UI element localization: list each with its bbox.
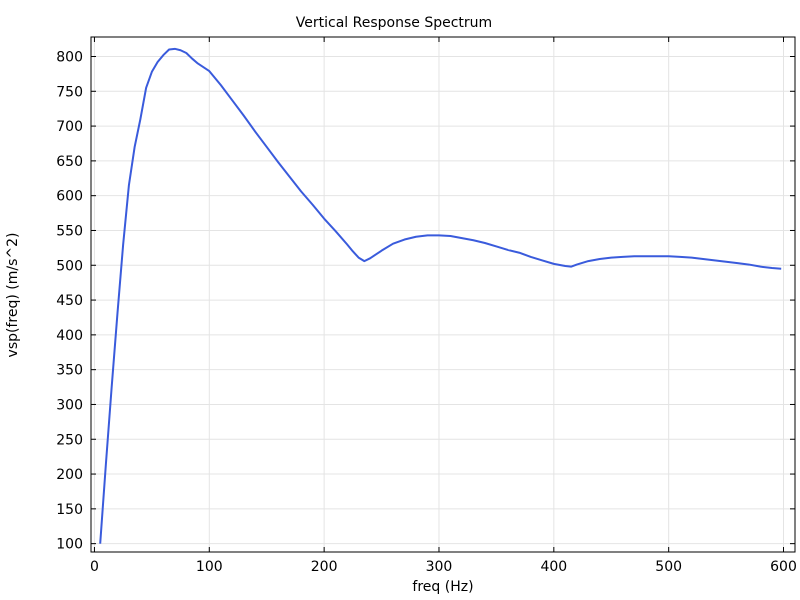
chart-title: Vertical Response Spectrum — [296, 15, 492, 31]
x-tick-label: 300 — [426, 559, 453, 575]
y-tick-label: 750 — [56, 84, 83, 100]
y-tick-label: 500 — [56, 258, 83, 274]
y-tick-label: 650 — [56, 154, 83, 170]
series-line — [99, 47, 782, 544]
y-tick-label: 150 — [56, 502, 83, 518]
y-tick-label: 400 — [56, 328, 83, 344]
y-tick-label: 200 — [56, 467, 83, 483]
y-tick-label: 800 — [56, 49, 83, 65]
y-tick-label: 350 — [56, 363, 83, 379]
y-axis-label: vsp(freq) (m/s^2) — [5, 233, 21, 358]
y-tick-label: 300 — [56, 397, 83, 413]
axis-ticks: 0 100 200 300 400 500 600 100 150 200 250 300 350 400… — [56, 37, 797, 575]
y-tick-label: 600 — [56, 189, 83, 205]
y-tick-label: 700 — [56, 119, 83, 135]
x-tick-label: 0 — [90, 559, 99, 575]
x-tick-label: 500 — [655, 559, 682, 575]
grid — [91, 37, 795, 552]
y-tick-label: 450 — [56, 293, 83, 309]
x-tick-label: 600 — [770, 559, 797, 575]
x-tick-label: 400 — [540, 559, 567, 575]
y-tick-label: 100 — [56, 537, 83, 553]
y-tick-label: 550 — [56, 223, 83, 239]
plot-frame — [90, 36, 796, 553]
x-tick-label: 200 — [311, 559, 338, 575]
x-tick-label: 100 — [196, 559, 223, 575]
y-tick-label: 250 — [56, 432, 83, 448]
x-axis-label: freq (Hz) — [412, 579, 473, 595]
